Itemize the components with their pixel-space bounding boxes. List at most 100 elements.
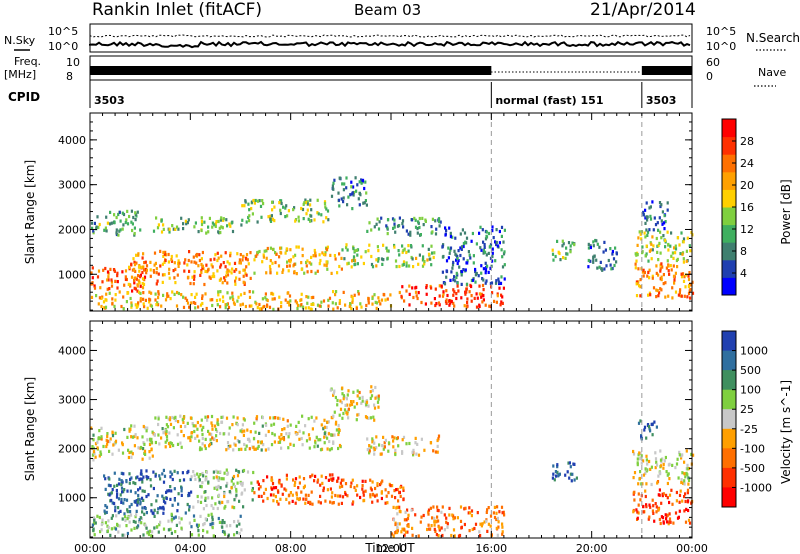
- data-cell: [267, 215, 270, 219]
- data-cell: [205, 263, 208, 267]
- data-cell: [679, 489, 682, 493]
- data-cell: [669, 244, 672, 248]
- data-cell: [647, 270, 650, 274]
- data-cell: [156, 226, 160, 230]
- colorbar-tick-label: 500: [740, 364, 761, 377]
- data-cell: [654, 502, 657, 506]
- data-cell: [356, 183, 359, 187]
- data-cell: [681, 499, 684, 503]
- data-cell: [475, 305, 479, 309]
- colorbar-swatch: [722, 119, 736, 138]
- data-cell: [366, 229, 369, 233]
- data-cell: [348, 304, 351, 309]
- data-cell: [133, 434, 136, 439]
- data-cell: [279, 211, 282, 216]
- data-cell: [661, 222, 664, 226]
- data-cell: [272, 416, 275, 420]
- data-cell: [239, 482, 243, 486]
- data-cell: [285, 473, 288, 477]
- data-cell: [221, 281, 224, 285]
- data-cell: [648, 459, 651, 464]
- data-cell: [247, 202, 250, 206]
- data-cell: [645, 458, 648, 462]
- data-cell: [163, 474, 167, 478]
- data-cell: [445, 275, 448, 279]
- data-cell: [181, 418, 184, 422]
- data-cell: [445, 301, 448, 305]
- data-cell: [666, 481, 669, 486]
- data-cell: [223, 506, 226, 510]
- data-cell: [364, 479, 367, 483]
- data-cell: [380, 490, 383, 494]
- data-cell: [196, 420, 199, 425]
- data-cell: [376, 400, 380, 404]
- data-cell: [277, 264, 281, 268]
- data-cell: [445, 516, 448, 520]
- data-cell: [171, 224, 174, 228]
- data-cell: [305, 212, 308, 216]
- data-cell: [433, 516, 436, 520]
- data-cell: [497, 277, 500, 281]
- data-cell: [380, 298, 384, 302]
- data-cell: [229, 524, 232, 528]
- data-cell: [683, 479, 686, 483]
- data-cell: [267, 429, 270, 434]
- data-cell: [198, 448, 202, 452]
- data-cell: [345, 243, 348, 247]
- x-tick-label: 20:00: [576, 542, 608, 554]
- data-cell: [156, 511, 159, 515]
- data-cell: [174, 415, 177, 419]
- data-cell: [437, 301, 441, 305]
- data-cell: [600, 267, 603, 271]
- data-cell: [673, 281, 676, 285]
- data-cell: [636, 463, 639, 467]
- data-cell: [253, 447, 256, 451]
- data-cell: [493, 505, 496, 509]
- data-cell: [392, 439, 395, 443]
- data-cell: [98, 454, 101, 458]
- data-cell: [264, 448, 267, 452]
- data-cell: [391, 217, 395, 221]
- data-cell: [312, 295, 315, 299]
- data-cell: [96, 275, 100, 279]
- data-cell: [308, 261, 311, 265]
- data-cell: [182, 420, 185, 424]
- data-cell: [250, 304, 253, 308]
- data-cell: [353, 259, 357, 263]
- data-cell: [254, 447, 257, 451]
- data-cell: [262, 499, 265, 503]
- data-cell: [346, 248, 349, 252]
- data-cell: [215, 485, 218, 489]
- data-cell: [637, 280, 640, 284]
- data-cell: [338, 264, 341, 269]
- data-cell: [675, 258, 678, 263]
- data-cell: [495, 526, 498, 530]
- data-cell: [437, 217, 441, 221]
- data-cell: [309, 198, 312, 202]
- frequency-trace: [90, 66, 692, 75]
- data-cell: [306, 301, 309, 305]
- data-cell: [210, 414, 214, 419]
- data-cell: [339, 494, 342, 498]
- data-cell: [109, 210, 112, 214]
- data-cell: [138, 498, 141, 502]
- data-cell: [223, 520, 226, 525]
- data-cell: [457, 249, 460, 253]
- data-cell: [99, 450, 102, 454]
- data-cell: [470, 514, 473, 518]
- data-cell: [651, 509, 654, 513]
- data-cell: [441, 533, 444, 538]
- data-cell: [235, 276, 238, 280]
- colorbar-swatch: [722, 171, 736, 190]
- data-cell: [153, 526, 156, 530]
- data-cell: [152, 486, 155, 491]
- data-cell: [295, 493, 298, 497]
- data-cell: [448, 251, 451, 255]
- data-cell: [182, 478, 186, 482]
- data-cell: [201, 250, 204, 255]
- data-cell: [285, 488, 288, 492]
- data-cell: [225, 303, 228, 307]
- data-cell: [131, 222, 134, 226]
- data-cell: [126, 531, 129, 536]
- data-cell: [300, 303, 303, 307]
